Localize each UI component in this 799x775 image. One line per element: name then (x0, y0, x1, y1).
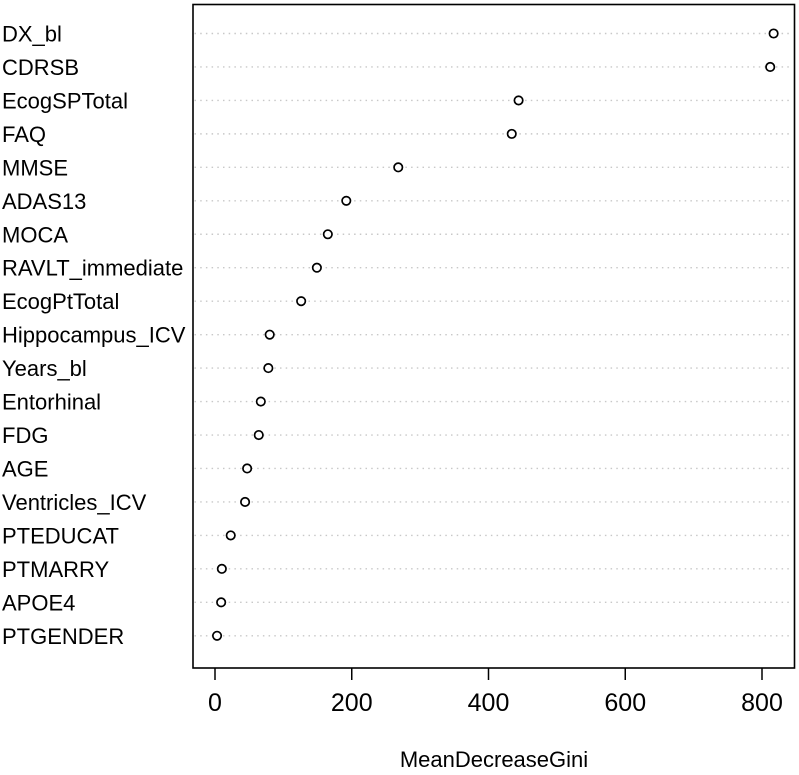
x-tick-label: 800 (741, 689, 783, 717)
data-point (322, 229, 333, 240)
data-point (255, 396, 266, 407)
row-label: Years_bl (2, 356, 87, 381)
plot-box (192, 3, 796, 669)
data-point (311, 262, 322, 273)
data-point (216, 597, 227, 608)
data-point (253, 429, 264, 441)
row-label: AGE (2, 456, 48, 481)
row-label: PTEDUCAT (2, 523, 119, 548)
data-point (513, 95, 524, 106)
data-point (765, 61, 776, 73)
data-point (216, 563, 227, 574)
data-point (263, 363, 274, 374)
row-label: FDG (2, 423, 48, 448)
x-tick-label: 400 (468, 689, 510, 717)
x-tick-label: 200 (331, 689, 373, 717)
row-label: PTGENDER (2, 624, 124, 649)
data-point (212, 630, 223, 641)
row-label: MOCA (2, 222, 68, 247)
data-point (393, 162, 404, 173)
data-point (506, 128, 517, 139)
row-label: FAQ (2, 122, 46, 147)
data-point (240, 496, 251, 507)
x-tick-label: 600 (604, 689, 646, 717)
data-point (225, 530, 236, 541)
data-point (341, 195, 352, 206)
row-label: DX_bl (2, 22, 62, 47)
data-point (264, 329, 275, 340)
data-point (296, 296, 307, 307)
row-label: ADAS13 (2, 189, 86, 214)
data-point (242, 463, 253, 474)
row-label: APOE4 (2, 590, 75, 615)
data-point (768, 28, 779, 39)
row-label: EcogPtTotal (2, 289, 119, 314)
row-label: PTMARRY (2, 557, 109, 582)
row-label: RAVLT_immediate (2, 256, 183, 281)
row-label: MMSE (2, 155, 68, 180)
row-label: Entorhinal (2, 390, 101, 415)
row-label: Ventricles_ICV (2, 490, 147, 515)
row-label: EcogSPTotal (2, 88, 128, 113)
row-label: Hippocampus_ICV (2, 323, 186, 348)
row-label: CDRSB (2, 55, 79, 80)
x-tick-label: 0 (208, 689, 222, 717)
x-axis-title: MeanDecreaseGini (400, 747, 588, 772)
